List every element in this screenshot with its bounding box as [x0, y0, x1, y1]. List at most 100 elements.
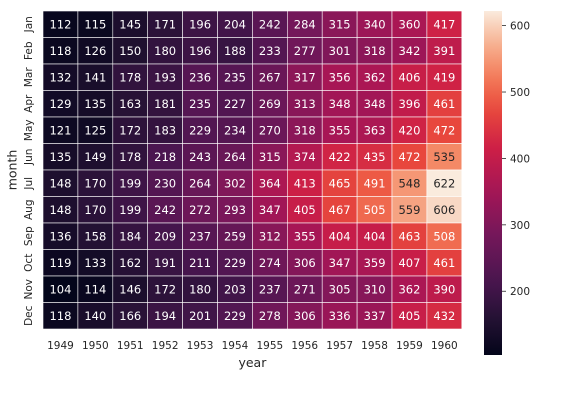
heatmap-cell-value: 508	[433, 229, 455, 243]
heatmap-cell-jan-1960	[426, 10, 463, 38]
heatmap-cell-value: 465	[329, 176, 351, 190]
heatmap-cell-value: 312	[259, 229, 281, 243]
heatmap-cell-value: 112	[49, 17, 71, 31]
heatmap-cell-nov-1956	[286, 275, 323, 303]
x-axis-label: year	[238, 355, 267, 370]
heatmap-cell-value: 293	[224, 203, 246, 217]
heatmap-cell-value: 270	[259, 123, 281, 137]
heatmap-cell-value: 118	[49, 309, 71, 323]
heatmap-cell-dec-1959	[391, 302, 428, 330]
heatmap-cell-value: 178	[119, 70, 141, 84]
colorbar-tick-400: 400	[510, 153, 530, 165]
heatmap-cell-oct-1953	[182, 249, 218, 277]
heatmap-cell-nov-1954	[217, 275, 253, 303]
heatmap-cell-value: 180	[189, 282, 211, 296]
y-tick-jul: Jul	[23, 177, 35, 191]
heatmap-cell-value: 340	[364, 17, 386, 31]
x-tick-1959: 1959	[396, 340, 423, 352]
heatmap-cell-sep-1950	[77, 222, 114, 250]
colorbar-tick-200: 200	[510, 286, 530, 298]
heatmap-cell-jul-1951	[112, 169, 149, 197]
heatmap-cell-jun-1955	[252, 143, 288, 171]
heatmap-cell-nov-1949	[42, 275, 79, 303]
heatmap-cell-value: 146	[119, 282, 141, 296]
heatmap-cell-value: 360	[398, 17, 420, 31]
x-tick-labels: 1949 1950 1951 1952 1953 1954 1955 1956 1957 1958…	[47, 340, 458, 352]
heatmap-cell-value: 136	[49, 229, 71, 243]
heatmap-cell-value: 170	[84, 176, 106, 190]
heatmap-cell-value: 211	[189, 256, 211, 270]
heatmap-cell-value: 163	[119, 97, 141, 111]
heatmap-cell-value: 422	[329, 150, 351, 164]
heatmap-cell-value: 420	[398, 123, 420, 137]
heatmap-cell-value: 271	[294, 282, 316, 296]
heatmap-cell-value: 237	[189, 229, 211, 243]
heatmap-cell-oct-1952	[147, 249, 183, 277]
colorbar-ticks: 200 300 400 500 600	[502, 21, 530, 298]
heatmap-cell-value: 170	[84, 203, 106, 217]
heatmap-cell-nov-1950	[77, 275, 114, 303]
heatmap-cell-value: 472	[398, 150, 420, 164]
heatmap-cell-value: 404	[364, 229, 386, 243]
heatmap-cell-value: 234	[224, 123, 246, 137]
heatmap-cell-jul-1950	[77, 169, 114, 197]
heatmap-cell-value: 315	[329, 17, 351, 31]
heatmap-cell-apr-1954	[217, 90, 253, 118]
heatmap-cell-sep-1956	[286, 222, 323, 250]
heatmap-cell-value: 237	[259, 282, 281, 296]
heatmap-cell-jun-1949	[42, 143, 79, 171]
heatmap-cell-apr-1960	[426, 90, 463, 118]
heatmap-cell-nov-1960	[426, 275, 463, 303]
heatmap-cell-value: 348	[329, 97, 351, 111]
heatmap-cell-value: 390	[433, 282, 455, 296]
heatmap-cell-aug-1955	[252, 196, 288, 224]
heatmap-cell-value: 180	[154, 44, 176, 58]
heatmap-cell-value: 622	[433, 176, 455, 190]
heatmap-cell-sep-1949	[42, 222, 79, 250]
heatmap-cell-value: 461	[433, 97, 455, 111]
heatmap-cell-value: 435	[364, 150, 386, 164]
heatmap-cell-feb-1950	[77, 37, 114, 65]
heatmap-cell-value: 278	[259, 309, 281, 323]
heatmap-cell-sep-1954	[217, 222, 253, 250]
heatmap-cell-value: 201	[189, 309, 211, 323]
heatmap-cell-value: 149	[84, 150, 106, 164]
heatmap-cell-jun-1960	[426, 143, 463, 171]
heatmap-cell-value: 191	[154, 256, 176, 270]
heatmap-cell-value: 196	[189, 17, 211, 31]
heatmap-cell-value: 336	[329, 309, 351, 323]
x-tick-1955: 1955	[256, 340, 283, 352]
heatmap-cell-value: 135	[49, 150, 71, 164]
heatmap-cell-value: 199	[119, 176, 141, 190]
heatmap-cell-value: 272	[189, 203, 211, 217]
heatmap-cell-jul-1958	[356, 169, 393, 197]
heatmap-cell-mar-1952	[147, 63, 183, 91]
heatmap-cell-value: 396	[398, 97, 420, 111]
heatmap-cell-value: 310	[364, 282, 386, 296]
heatmap-cell-value: 172	[154, 282, 176, 296]
heatmap-cell-value: 158	[84, 229, 106, 243]
x-tick-1952: 1952	[152, 340, 179, 352]
heatmap-cell-aug-1959	[391, 196, 428, 224]
heatmap-cell-apr-1957	[321, 90, 358, 118]
heatmap-cell-aug-1960	[426, 196, 463, 224]
heatmap-cell-value: 264	[189, 176, 211, 190]
heatmap-cell-value: 150	[119, 44, 141, 58]
heatmap-cell-sep-1959	[391, 222, 428, 250]
heatmap-cell-value: 374	[294, 150, 316, 164]
heatmap-cell-value: 218	[154, 150, 176, 164]
heatmap-cell-jul-1955	[252, 169, 288, 197]
heatmap-cell-dec-1953	[182, 302, 218, 330]
heatmap-cell-may-1950	[77, 116, 114, 144]
heatmap-cell-value: 491	[364, 176, 386, 190]
heatmap-cell-value: 104	[49, 282, 71, 296]
y-axis-label: month	[5, 150, 20, 191]
heatmap-cell-value: 342	[398, 44, 420, 58]
heatmap-cell-value: 267	[259, 70, 281, 84]
heatmap-cell-value: 236	[189, 70, 211, 84]
heatmap-cell-oct-1960	[426, 249, 463, 277]
heatmap-cells: 112 115 145 171 196 204 242 284 315 340 360 417 118 1…	[42, 10, 463, 330]
heatmap-cell-dec-1950	[77, 302, 114, 330]
heatmap-cell-value: 432	[433, 309, 455, 323]
